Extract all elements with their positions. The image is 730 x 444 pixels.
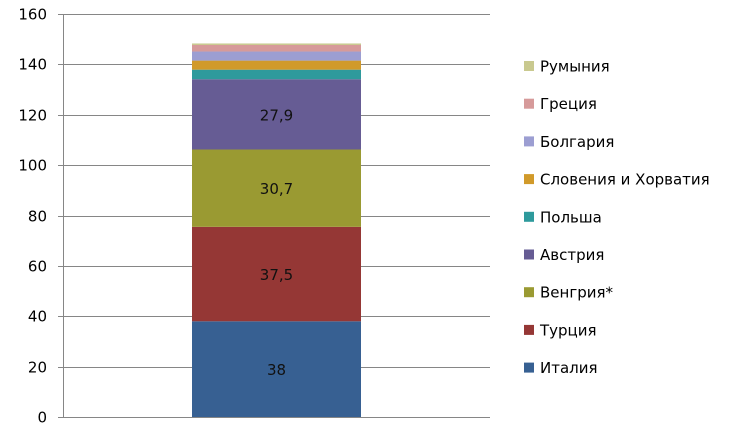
legend-label: Румыния: [540, 58, 610, 76]
y-tick-label: 20: [28, 359, 47, 377]
legend-label: Греция: [540, 95, 597, 113]
legend-swatch: [524, 362, 534, 373]
y-tick-label: 60: [28, 258, 47, 276]
bar-segment: [192, 149, 361, 227]
legend-swatch: [524, 249, 534, 260]
legend-swatch: [524, 211, 534, 222]
data-labels: 38 37,5 30,7 27,9: [260, 106, 293, 379]
data-label: 37,5: [260, 266, 293, 284]
bar-segment: [192, 69, 361, 80]
y-tick-label: 80: [28, 208, 47, 226]
legend-label: Болгария: [540, 133, 614, 151]
legend-label: Словения и Хорватия: [540, 171, 710, 189]
data-label: 38: [267, 361, 286, 379]
bar-segment: [192, 79, 361, 150]
legend-swatch: [524, 324, 534, 335]
legend-label: Турция: [539, 321, 597, 339]
y-tick-label: 140: [18, 56, 47, 74]
bar-segment: [192, 51, 361, 61]
bar-stack: [192, 43, 361, 417]
legend-label: Венгрия*: [540, 284, 614, 302]
y-tick-label: 100: [18, 157, 47, 175]
bar-segment: [192, 226, 361, 322]
legend-label: Польша: [540, 208, 602, 226]
legend-label: Италия: [540, 359, 598, 377]
y-tick-label: 120: [18, 107, 47, 125]
data-label: 27,9: [260, 106, 293, 124]
bar-segment: [192, 321, 361, 417]
legend-swatch: [524, 136, 534, 147]
legend-swatch: [524, 287, 534, 298]
bar-segment: [192, 60, 361, 70]
bar-segment: [192, 43, 361, 45]
data-label: 30,7: [260, 180, 293, 198]
bar-segment: [192, 44, 361, 52]
legend: Румыния Греция Болгария Словения и Хорватия…: [524, 58, 710, 377]
legend-swatch: [524, 174, 534, 185]
y-tick-label: 160: [18, 6, 47, 24]
legend-swatch: [524, 61, 534, 71]
legend-label: Австрия: [540, 246, 604, 264]
y-tick-label: 40: [28, 308, 47, 326]
y-tick-label: 0: [37, 409, 47, 427]
legend-swatch: [524, 98, 534, 109]
y-axis: 0 20 40 60 80 100 120 140 160: [18, 6, 64, 427]
